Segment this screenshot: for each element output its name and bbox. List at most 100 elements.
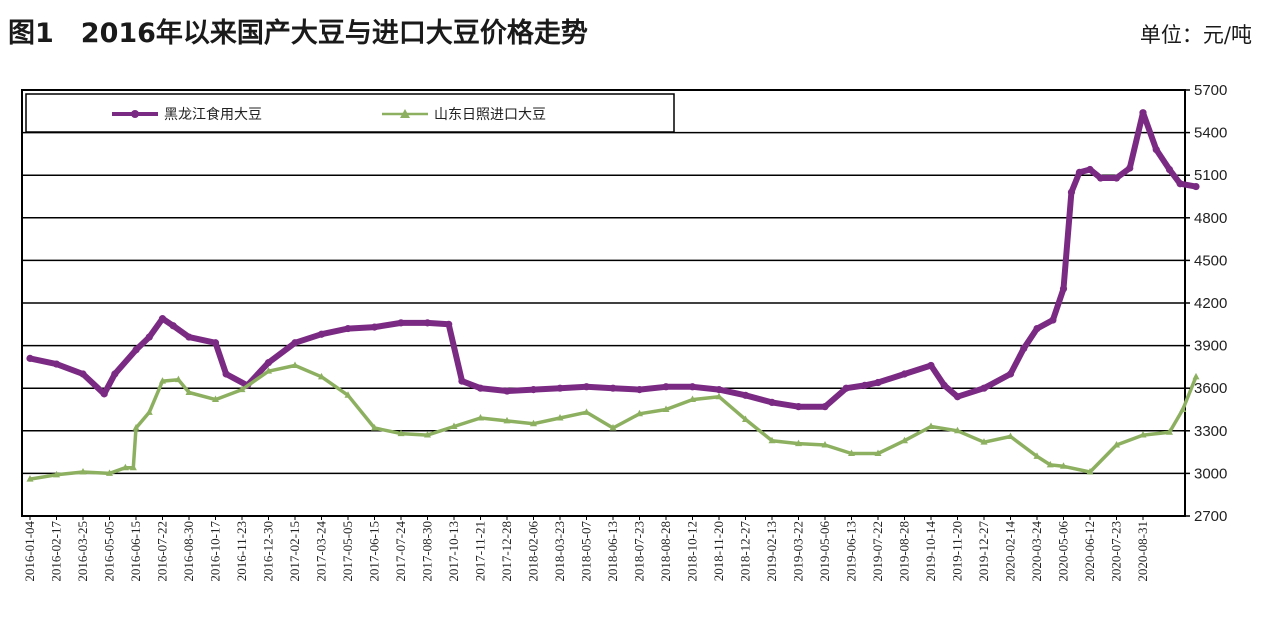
xtick-label-23: 2018-07-23 xyxy=(632,521,647,582)
xtick-label-17: 2017-11-21 xyxy=(473,521,488,581)
series-1-point-34 xyxy=(821,441,829,448)
series-0-point-3 xyxy=(100,390,108,398)
series-1-point-43 xyxy=(1046,460,1054,468)
series-0-point-23 xyxy=(503,387,511,395)
x-axis-ticks: 2016-01-04 2016-02-17 2016-03-25 2016-05-05… xyxy=(22,516,1150,582)
series-1-point-36 xyxy=(874,449,882,457)
series-0-point-30 xyxy=(688,383,697,391)
series-1-point-17 xyxy=(371,423,378,431)
xtick-label-38: 2020-03-24 xyxy=(1029,521,1044,582)
xtick-label-5: 2016-07-22 xyxy=(155,521,170,582)
series-0-point-42 xyxy=(953,393,962,401)
chart-title: 图1 2016年以来国产大豆与进口大豆价格走势 xyxy=(8,17,588,49)
ytick-label-4800: 4800 xyxy=(1194,210,1227,227)
series-0-point-9 xyxy=(185,333,193,341)
xtick-label-15: 2017-08-30 xyxy=(420,521,435,582)
series-0-point-40 xyxy=(927,361,935,370)
xtick-label-30: 2019-05-06 xyxy=(817,521,832,582)
series-0-point-52 xyxy=(1097,174,1105,182)
series-1-point-48 xyxy=(1166,428,1173,435)
xtick-label-9: 2016-12-30 xyxy=(261,521,276,582)
ytick-label-4500: 4500 xyxy=(1194,252,1227,269)
series-1-point-1 xyxy=(53,470,60,478)
unit-label: 单位：元/吨 xyxy=(1140,23,1252,47)
series-0-point-2 xyxy=(79,370,87,378)
xtick-label-26: 2018-11-20 xyxy=(711,521,726,581)
series-0-point-50 xyxy=(1075,168,1083,176)
series-0-point-18 xyxy=(397,319,405,327)
xtick-label-11: 2017-03-24 xyxy=(314,521,329,582)
series-0-point-41 xyxy=(940,381,948,389)
series-1-point-42 xyxy=(1033,452,1041,459)
series-0-point-49 xyxy=(1067,188,1076,196)
series-0-point-20 xyxy=(445,320,453,328)
xtick-label-13: 2017-06-15 xyxy=(367,521,382,582)
series-0-point-34 xyxy=(794,403,803,411)
xtick-label-24: 2018-08-28 xyxy=(658,521,673,582)
ytick-label-3900: 3900 xyxy=(1194,338,1227,355)
series-0-point-53 xyxy=(1112,174,1121,182)
series-1-point-7 xyxy=(145,408,153,415)
xtick-label-18: 2017-12-28 xyxy=(499,521,514,582)
series-1-point-33 xyxy=(795,439,802,447)
series-0-point-28 xyxy=(635,386,644,394)
xtick-label-19: 2018-02-06 xyxy=(526,521,541,582)
xtick-label-27: 2018-12-27 xyxy=(738,521,753,582)
xtick-label-31: 2019-06-13 xyxy=(844,521,859,582)
series-line-1 xyxy=(28,363,1198,481)
xtick-label-0: 2016-01-04 xyxy=(22,521,37,582)
series-1-point-44 xyxy=(1060,462,1067,469)
series-1-point-10 xyxy=(185,388,193,395)
series-1-point-46 xyxy=(1113,441,1120,448)
xtick-label-40: 2020-06-12 xyxy=(1082,521,1097,582)
xtick-label-7: 2016-10-17 xyxy=(208,521,223,582)
series-1-point-13 xyxy=(265,367,272,374)
series-1-point-35 xyxy=(848,449,855,457)
series-1-point-23 xyxy=(530,419,537,427)
xtick-label-4: 2016-06-15 xyxy=(128,521,143,582)
series-0-point-1 xyxy=(52,360,61,368)
series-0-point-19 xyxy=(423,319,432,327)
series-1-point-2 xyxy=(79,467,87,475)
series-0-point-44 xyxy=(1006,370,1015,378)
series-1-point-41 xyxy=(1007,432,1014,439)
series-0-point-21 xyxy=(458,377,466,385)
series-0-point-13 xyxy=(264,359,273,367)
series-0-point-15 xyxy=(317,330,326,338)
xtick-label-39: 2020-05-06 xyxy=(1056,521,1071,582)
series-1-point-27 xyxy=(636,409,643,417)
series-0-point-45 xyxy=(1020,344,1028,353)
xtick-label-20: 2018-03-23 xyxy=(552,521,567,582)
ytick-label-3300: 3300 xyxy=(1194,423,1227,440)
series-0-point-10 xyxy=(211,339,220,347)
xtick-label-41: 2020-07-23 xyxy=(1109,521,1124,582)
xtick-label-10: 2017-02-15 xyxy=(287,521,302,582)
series-1-point-6 xyxy=(132,423,140,431)
series-1-point-45 xyxy=(1086,467,1094,475)
series-0-point-32 xyxy=(741,391,750,399)
series-0-point-29 xyxy=(662,383,670,391)
legend-marker-shandong xyxy=(400,109,410,118)
series-0-point-46 xyxy=(1033,324,1041,333)
series-1-point-14 xyxy=(291,361,299,368)
series-1-point-9 xyxy=(174,375,182,383)
series-0-point-11 xyxy=(222,370,230,378)
series-0-point-7 xyxy=(158,315,167,323)
ytick-label-3600: 3600 xyxy=(1194,380,1227,397)
series-1-point-25 xyxy=(583,408,590,415)
series-1-point-28 xyxy=(662,405,670,412)
series-0-point-54 xyxy=(1126,164,1134,172)
series-1-point-20 xyxy=(450,422,458,430)
series-1-point-3 xyxy=(106,469,113,476)
series-1-point-8 xyxy=(159,377,166,384)
legend-box xyxy=(25,93,675,133)
series-0-point-5 xyxy=(132,346,140,354)
series-1-point-0 xyxy=(26,475,34,482)
series-1-point-21 xyxy=(477,414,484,421)
series-0-point-35 xyxy=(821,403,829,411)
series-1-point-4 xyxy=(121,463,129,471)
xtick-label-21: 2018-05-07 xyxy=(579,521,594,582)
ytick-label-5400: 5400 xyxy=(1194,125,1227,142)
series-0-point-24 xyxy=(529,386,538,394)
xtick-label-29: 2019-03-22 xyxy=(791,521,806,582)
